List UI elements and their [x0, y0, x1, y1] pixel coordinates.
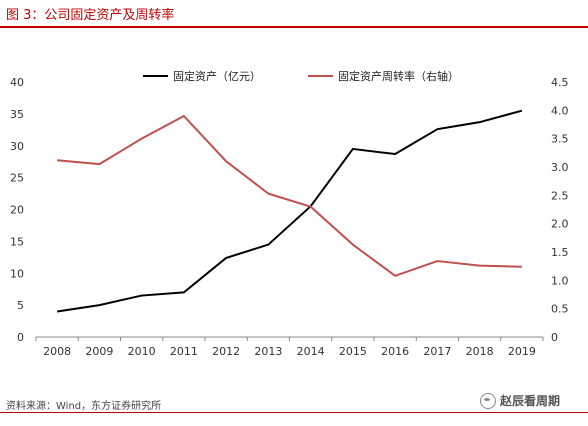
y-left-tick-label: 40	[10, 76, 24, 89]
x-tick-label: 2014	[297, 345, 325, 358]
y-right-tick-label: 4.0	[551, 104, 569, 117]
title-divider	[0, 26, 588, 28]
legend-label: 固定资产周转率（右轴）	[338, 69, 459, 83]
y-right-tick-label: 0.5	[551, 303, 569, 316]
brand-mark[interactable]: 赵辰看周期	[480, 392, 560, 409]
source-note: 资料来源：Wind，东方证券研究所	[6, 401, 162, 412]
y-left-tick-label: 10	[10, 267, 24, 280]
y-left-tick-label: 20	[10, 204, 24, 217]
x-tick-label: 2019	[508, 345, 536, 358]
y-right-tick-label: 4.5	[551, 76, 569, 89]
x-tick-label: 2018	[466, 345, 494, 358]
y-left-tick-label: 15	[10, 235, 24, 248]
series-line-fixed-assets	[56, 109, 523, 313]
y-right-tick-label: 1.0	[551, 274, 569, 287]
y-right-tick-label: 0	[551, 331, 558, 344]
x-tick-label: 2017	[423, 345, 451, 358]
y-left-tick-label: 0	[17, 331, 24, 344]
x-tick-label: 2009	[85, 345, 113, 358]
x-tick-label: 2008	[43, 345, 71, 358]
x-tick-label: 2013	[254, 345, 282, 358]
y-left-tick-label: 30	[10, 140, 24, 153]
y-right-tick-label: 2.5	[551, 189, 569, 202]
y-left-tick-label: 35	[10, 108, 24, 121]
y-right-tick-label: 2.0	[551, 218, 569, 231]
y-left-tick-label: 5	[17, 299, 24, 312]
x-tick-label: 2016	[381, 345, 409, 358]
x-tick-label: 2010	[128, 345, 156, 358]
y-right-tick-label: 3.5	[551, 133, 569, 146]
y-right-tick-label: 1.5	[551, 246, 569, 259]
y-right-tick-label: 3.0	[551, 161, 569, 174]
footer-divider	[0, 412, 588, 413]
y-left-tick-label: 25	[10, 172, 24, 185]
x-tick-label: 2012	[212, 345, 240, 358]
x-tick-label: 2011	[170, 345, 198, 358]
wechat-icon	[480, 392, 496, 409]
legend-label: 固定资产（亿元）	[173, 69, 261, 83]
series-line-turnover	[57, 115, 522, 277]
x-tick-label: 2015	[339, 345, 367, 358]
chart-title: 图 3：公司固定资产及周转率	[6, 8, 175, 23]
brand-name: 赵辰看周期	[500, 394, 561, 408]
